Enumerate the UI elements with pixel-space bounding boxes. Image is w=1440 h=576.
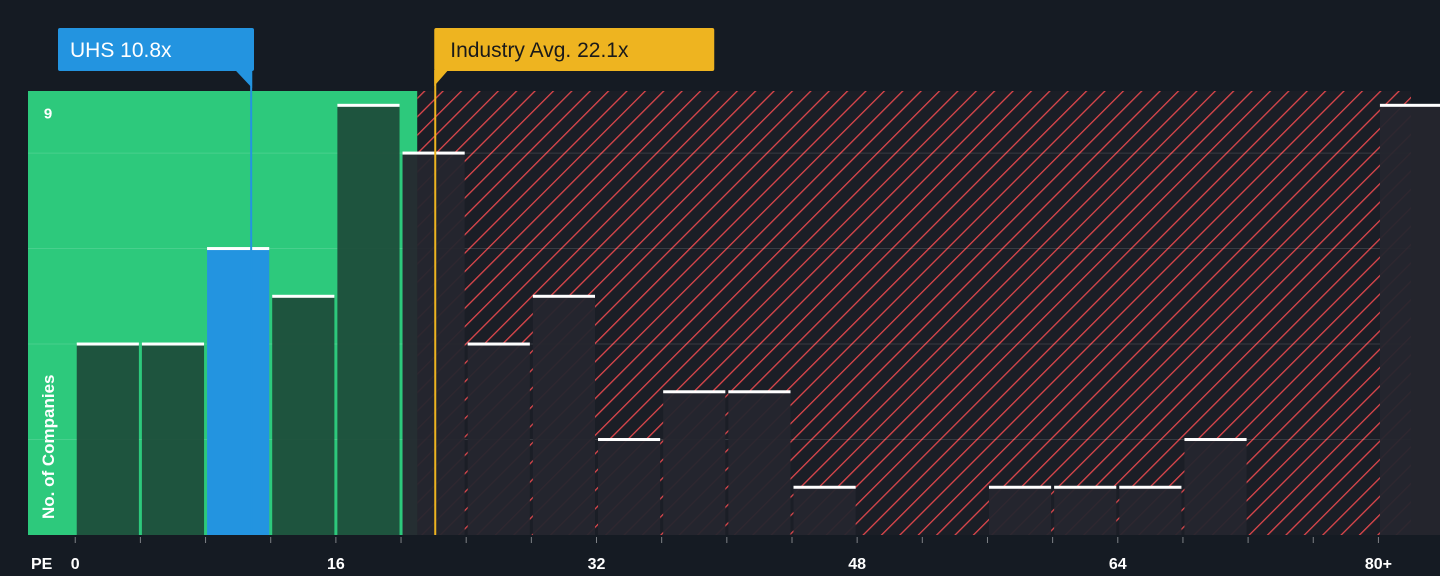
x-tick-label: 0 xyxy=(71,556,80,571)
y-tick-label: 9 xyxy=(44,105,52,122)
bar-bin-20 xyxy=(402,153,465,535)
bar-bin-80 xyxy=(1379,105,1440,536)
bar-bin-60 xyxy=(1054,487,1117,535)
y-axis-label: No. of Companies xyxy=(39,374,58,519)
bar-bin-56 xyxy=(988,487,1052,535)
bar-cap-20 xyxy=(402,151,465,155)
industry-label-pointer xyxy=(434,70,449,86)
industry-label-box xyxy=(434,28,715,71)
bar-cap-32 xyxy=(598,438,661,442)
bar-bin-32 xyxy=(598,439,661,535)
bar-bin-44 xyxy=(793,487,856,535)
bar-cap-68 xyxy=(1184,438,1247,442)
bar-cap-40 xyxy=(728,390,791,394)
bar-cap-36 xyxy=(663,390,726,394)
bar-bin-0 xyxy=(76,344,139,535)
bar-bin-40 xyxy=(728,391,791,535)
bar-cap-28 xyxy=(532,294,596,298)
company-label: UHS 10.8x xyxy=(70,39,172,62)
bar-bin-36 xyxy=(663,391,726,535)
bar-cap-24 xyxy=(467,342,530,346)
bar-bin-68 xyxy=(1184,439,1247,535)
bar-bin-4 xyxy=(141,344,205,535)
x-tick-label: 64 xyxy=(1109,556,1127,571)
x-tick-label: 16 xyxy=(327,556,345,571)
x-axis-label: PE xyxy=(31,556,53,571)
bar-cap-44 xyxy=(793,485,856,489)
bar-bin-64 xyxy=(1119,487,1182,535)
bar-cap-64 xyxy=(1119,485,1182,489)
bar-cap-0 xyxy=(76,342,139,346)
bar-bin-12 xyxy=(272,296,335,535)
bar-bin-24 xyxy=(467,344,530,535)
bar-cap-8 xyxy=(207,247,270,251)
company-label-pointer xyxy=(235,70,253,88)
bar-bin-16 xyxy=(337,105,400,536)
industry-label: Industry Avg. 22.1x xyxy=(450,39,629,62)
bar-cap-56 xyxy=(988,485,1052,489)
x-tick-label: 32 xyxy=(588,556,606,571)
company-label-box xyxy=(58,28,254,71)
bar-bin-28 xyxy=(532,296,596,535)
bar-cap-16 xyxy=(337,103,400,107)
bar-company-bin xyxy=(207,248,270,535)
x-tick-label: 48 xyxy=(848,556,866,571)
bar-cap-12 xyxy=(272,294,335,298)
bar-cap-4 xyxy=(141,342,205,346)
bar-cap-60 xyxy=(1054,485,1117,489)
x-tick-label: 80+ xyxy=(1365,556,1392,571)
bar-cap-80 xyxy=(1379,103,1440,107)
